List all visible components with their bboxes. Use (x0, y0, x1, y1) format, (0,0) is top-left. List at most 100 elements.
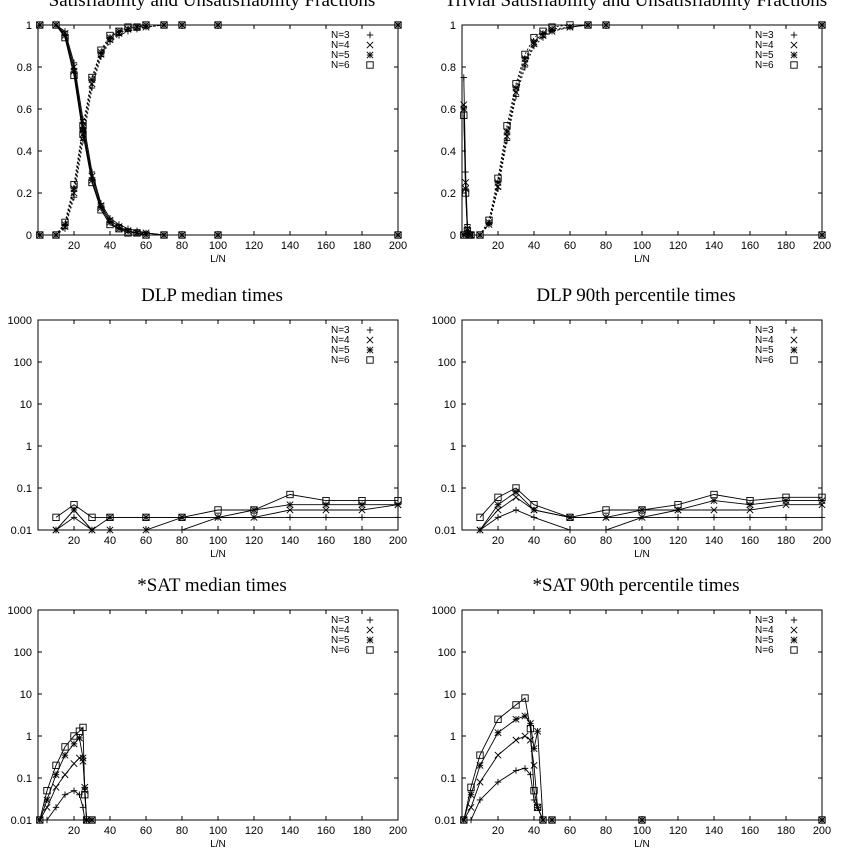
chart-title: Satisfiability and Unsatisfiability Frac… (48, 0, 376, 11)
data-point (394, 21, 402, 29)
x-axis-label: L/N (634, 549, 650, 560)
y-tick-label: 1 (26, 20, 32, 32)
y-tick-label: 0.2 (17, 188, 32, 200)
data-point (527, 771, 534, 778)
data-point (178, 231, 186, 239)
legend-item: N=4 (755, 40, 798, 51)
legend-item: N=3 (331, 615, 374, 626)
y-tick-label: 1 (450, 20, 456, 32)
y-tick-label: 0.1 (17, 773, 32, 785)
data-point (494, 174, 502, 182)
series-dashed (36, 21, 402, 239)
chart-title: *SAT median times (137, 575, 287, 596)
chart-plot: 20 40 60 80 100 120 140 160 180 200 0.01 0.1 1 10 100 1… (8, 605, 408, 850)
chart-panel-2: Trivial Satisfiability and Unsatisfiabil… (424, 0, 848, 280)
series-line (463, 115, 822, 236)
data-point (584, 21, 592, 29)
x-tick-label: 140 (705, 535, 723, 547)
data-point (512, 506, 520, 514)
data-point (322, 506, 330, 514)
data-point (818, 231, 826, 239)
y-tick-label: 0.8 (17, 62, 32, 74)
legend-label: N=5 (331, 50, 350, 61)
data-point (358, 514, 366, 521)
x-tick-label: 180 (353, 825, 371, 837)
data-point (476, 778, 484, 786)
data-point (115, 225, 123, 233)
chart-plot: 20 40 60 80 100 120 140 160 180 200 0.01 0.1 1 10 100 1… (432, 315, 832, 560)
data-point (460, 816, 468, 824)
series-n5 (460, 105, 826, 239)
data-point (142, 21, 150, 29)
data-point (88, 513, 96, 522)
data-point (530, 786, 538, 795)
legend-marker (366, 356, 374, 364)
y-tick-label: 1 (26, 731, 32, 743)
x-axis-label: L/N (210, 549, 226, 560)
data-point (124, 23, 132, 31)
data-point (79, 126, 87, 134)
data-point (476, 513, 484, 522)
data-point (160, 21, 168, 29)
chart-panel-4: DLP 90th percentile times 20 40 60 80 100 120… (424, 285, 848, 575)
data-point (286, 501, 294, 509)
y-tick-label: 100 (438, 357, 456, 369)
data-point (566, 526, 574, 534)
series-line (463, 24, 822, 236)
data-point (512, 767, 520, 774)
data-point (52, 231, 60, 239)
series-line (463, 697, 822, 821)
series-line (463, 767, 822, 821)
legend-item: N=6 (755, 355, 798, 366)
data-point (638, 816, 646, 824)
data-point (286, 490, 294, 499)
x-tick-label: 60 (564, 240, 576, 252)
data-point (494, 778, 502, 786)
data-point (142, 526, 150, 534)
data-point (467, 816, 475, 824)
data-point (70, 787, 78, 794)
data-point (746, 501, 754, 509)
legend-label: N=4 (755, 335, 774, 346)
x-tick-label: 100 (209, 240, 227, 252)
legend-item: N=6 (331, 60, 374, 71)
x-tick-label: 200 (389, 535, 407, 547)
x-tick-label: 160 (317, 535, 335, 547)
data-point (461, 189, 470, 197)
legend-item: N=3 (755, 615, 798, 626)
data-point (250, 513, 258, 521)
data-point (97, 48, 105, 56)
y-tick-label: 0.01 (11, 815, 32, 827)
legend-label: N=6 (755, 60, 774, 71)
data-point (494, 715, 502, 723)
y-tick-label: 1000 (8, 605, 32, 617)
data-point (674, 501, 682, 509)
y-tick-label: 1000 (432, 315, 456, 327)
data-point (70, 71, 78, 80)
y-tick-label: 1000 (8, 315, 32, 327)
data-point (710, 506, 718, 514)
x-tick-label: 20 (68, 535, 80, 547)
x-tick-label: 40 (528, 240, 540, 252)
data-point (818, 816, 826, 824)
data-point (214, 513, 222, 521)
data-point (521, 63, 529, 71)
series-line (463, 108, 822, 236)
data-point (286, 514, 294, 521)
chart-panel-5: *SAT median times 20 40 60 80 100 120 140 160 18… (0, 575, 424, 865)
legend-label: N=3 (331, 325, 350, 336)
data-point (512, 736, 520, 744)
data-point (52, 21, 60, 29)
data-point (494, 178, 502, 187)
data-point (70, 501, 78, 509)
series-n6 (460, 694, 826, 824)
series-dashed (36, 21, 402, 239)
data-point (539, 29, 547, 37)
x-tick-label: 40 (528, 825, 540, 837)
data-point (460, 231, 468, 239)
data-point (97, 46, 105, 54)
data-point (79, 122, 87, 130)
data-point (358, 501, 366, 509)
legend-label: N=5 (331, 345, 350, 356)
x-tick-label: 80 (176, 535, 188, 547)
